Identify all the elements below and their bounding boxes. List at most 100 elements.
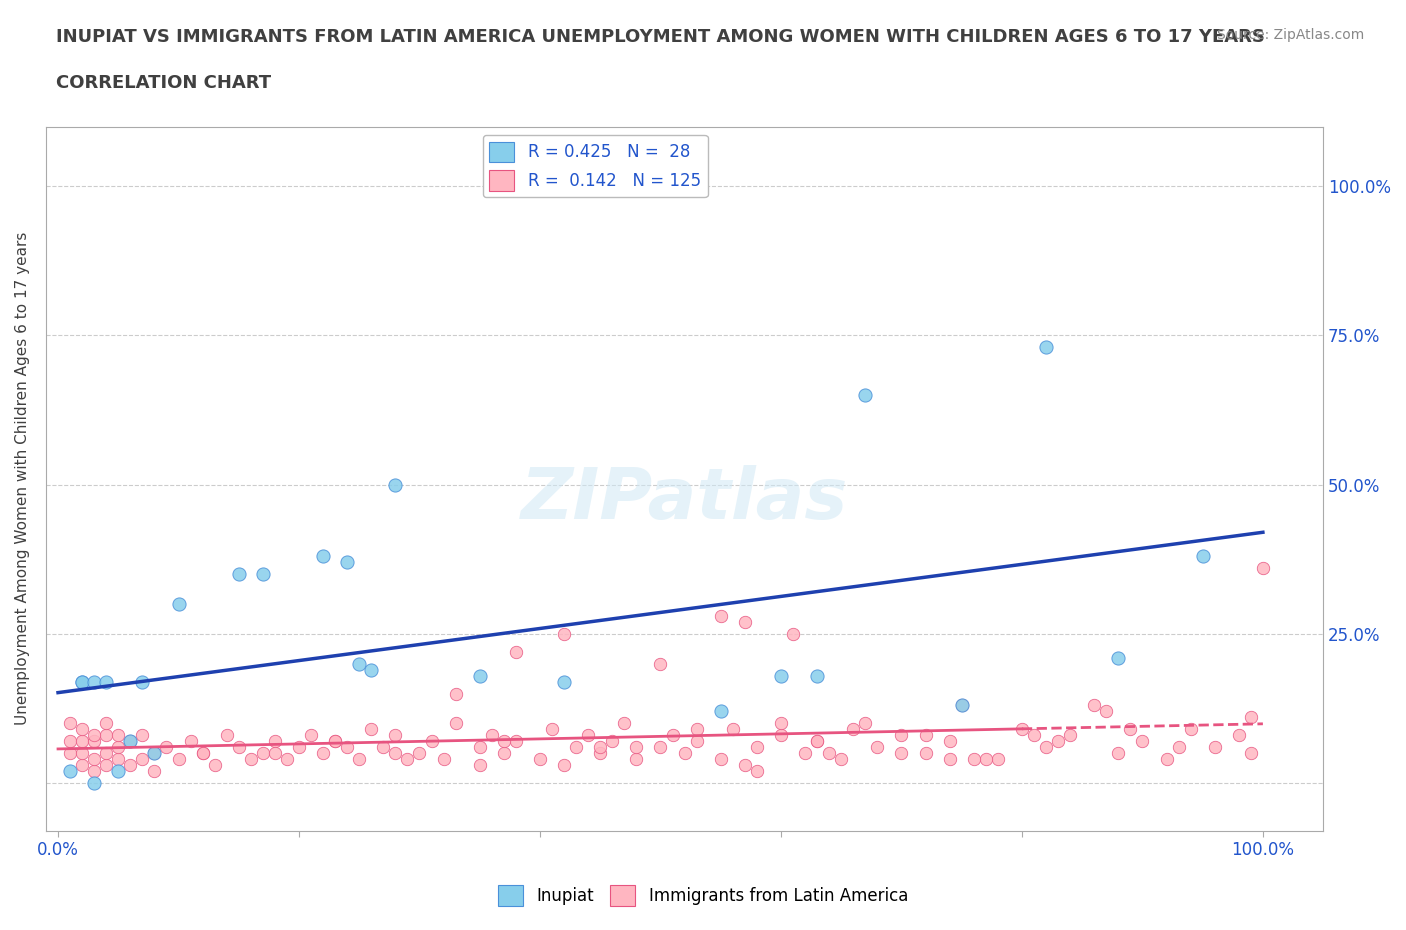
- Point: [710, 704, 733, 719]
- Point: [83, 734, 105, 749]
- Point: [360, 722, 382, 737]
- Point: [468, 739, 491, 754]
- Point: [59, 716, 82, 731]
- Point: [481, 728, 503, 743]
- Point: [70, 674, 93, 689]
- Point: [890, 746, 912, 761]
- Point: [444, 686, 467, 701]
- Point: [83, 776, 105, 790]
- Point: [685, 722, 707, 737]
- Point: [107, 739, 129, 754]
- Point: [323, 734, 346, 749]
- Point: [745, 764, 768, 778]
- Point: [70, 758, 93, 773]
- Point: [1240, 746, 1263, 761]
- Point: [1191, 549, 1213, 564]
- Point: [806, 734, 828, 749]
- Point: [661, 728, 683, 743]
- Point: [396, 751, 419, 766]
- Point: [191, 746, 214, 761]
- Point: [1156, 751, 1178, 766]
- Point: [1107, 746, 1129, 761]
- Point: [589, 746, 612, 761]
- Point: [1011, 722, 1033, 737]
- Point: [576, 728, 599, 743]
- Point: [541, 722, 564, 737]
- Point: [384, 477, 406, 492]
- Point: [1035, 739, 1057, 754]
- Point: [505, 734, 527, 749]
- Point: [96, 746, 118, 761]
- Point: [131, 674, 153, 689]
- Point: [468, 758, 491, 773]
- Point: [143, 764, 166, 778]
- Point: [131, 751, 153, 766]
- Point: [492, 746, 515, 761]
- Point: [650, 739, 672, 754]
- Point: [492, 734, 515, 749]
- Point: [950, 698, 973, 713]
- Point: [613, 716, 636, 731]
- Point: [1240, 710, 1263, 724]
- Point: [769, 668, 792, 683]
- Point: [745, 739, 768, 754]
- Point: [107, 728, 129, 743]
- Point: [914, 746, 936, 761]
- Point: [107, 764, 129, 778]
- Point: [1132, 734, 1154, 749]
- Point: [120, 734, 142, 749]
- Point: [1095, 704, 1118, 719]
- Point: [191, 746, 214, 761]
- Point: [782, 627, 804, 642]
- Point: [1022, 728, 1045, 743]
- Point: [228, 566, 250, 581]
- Point: [408, 746, 430, 761]
- Point: [553, 674, 575, 689]
- Point: [83, 751, 105, 766]
- Point: [842, 722, 865, 737]
- Point: [710, 608, 733, 623]
- Point: [650, 657, 672, 671]
- Point: [107, 751, 129, 766]
- Point: [589, 739, 612, 754]
- Point: [264, 746, 287, 761]
- Point: [938, 751, 960, 766]
- Text: INUPIAT VS IMMIGRANTS FROM LATIN AMERICA UNEMPLOYMENT AMONG WOMEN WITH CHILDREN : INUPIAT VS IMMIGRANTS FROM LATIN AMERICA…: [56, 28, 1265, 46]
- Point: [710, 751, 733, 766]
- Point: [673, 746, 696, 761]
- Point: [432, 751, 454, 766]
- Point: [685, 734, 707, 749]
- Point: [1035, 340, 1057, 355]
- Point: [83, 728, 105, 743]
- Point: [890, 728, 912, 743]
- Point: [734, 758, 756, 773]
- Point: [167, 596, 190, 611]
- Point: [120, 758, 142, 773]
- Point: [228, 739, 250, 754]
- Point: [950, 698, 973, 713]
- Point: [1204, 739, 1226, 754]
- Point: [974, 751, 997, 766]
- Point: [70, 734, 93, 749]
- Point: [963, 751, 986, 766]
- Point: [830, 751, 852, 766]
- Point: [360, 662, 382, 677]
- Point: [1059, 728, 1081, 743]
- Point: [553, 758, 575, 773]
- Point: [1167, 739, 1189, 754]
- Point: [264, 734, 287, 749]
- Point: [853, 388, 876, 403]
- Point: [600, 734, 623, 749]
- Point: [336, 555, 359, 570]
- Point: [215, 728, 238, 743]
- Point: [626, 739, 648, 754]
- Y-axis label: Unemployment Among Women with Children Ages 6 to 17 years: Unemployment Among Women with Children A…: [15, 232, 30, 725]
- Point: [468, 668, 491, 683]
- Point: [70, 746, 93, 761]
- Point: [143, 746, 166, 761]
- Point: [96, 758, 118, 773]
- Point: [444, 716, 467, 731]
- Point: [180, 734, 202, 749]
- Point: [420, 734, 443, 749]
- Point: [806, 668, 828, 683]
